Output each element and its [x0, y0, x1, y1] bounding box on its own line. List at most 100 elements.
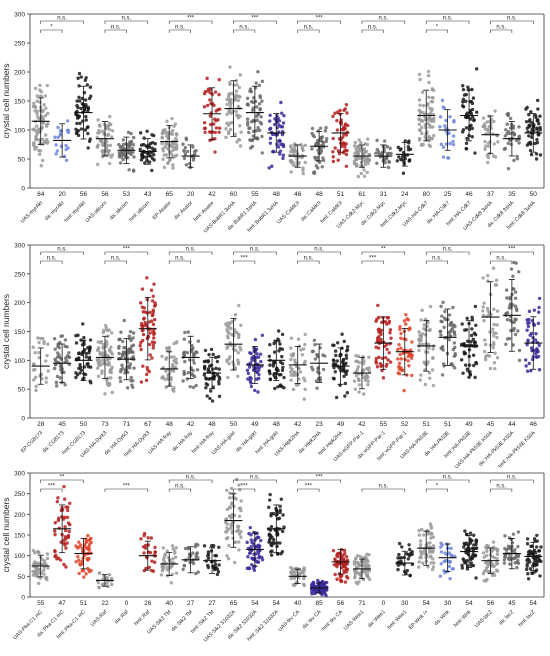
data-point — [164, 134, 169, 138]
data-point — [182, 354, 187, 358]
data-point — [245, 96, 250, 101]
significance-label: n.s. — [175, 256, 185, 262]
data-point — [268, 119, 272, 123]
data-point — [475, 110, 479, 114]
data-point — [504, 128, 508, 132]
data-point — [31, 569, 35, 574]
data-point — [342, 374, 346, 379]
data-point — [108, 143, 113, 148]
data-point — [323, 354, 327, 358]
data-point — [65, 541, 69, 545]
data-point — [331, 114, 335, 119]
data-point — [408, 573, 412, 578]
data-point — [508, 126, 513, 130]
data-point — [55, 499, 59, 504]
data-point — [365, 366, 369, 371]
data-point — [107, 148, 112, 153]
data-point — [182, 149, 186, 153]
significance-bracket — [168, 20, 213, 24]
data-point — [420, 342, 425, 346]
data-point — [151, 343, 156, 347]
data-point — [496, 140, 500, 144]
category-label: EP-CG8173 — [20, 430, 44, 454]
data-point — [470, 315, 474, 320]
data-point — [191, 158, 196, 162]
data-point — [254, 377, 259, 381]
significance-bracket — [40, 260, 63, 264]
data-point — [225, 488, 229, 493]
data-point — [492, 361, 497, 365]
data-point — [224, 530, 228, 534]
data-point — [205, 76, 209, 81]
significance-bracket — [168, 251, 213, 255]
data-point — [482, 579, 486, 583]
data-point — [397, 342, 401, 347]
data-point — [235, 140, 239, 144]
data-point — [340, 574, 344, 578]
y-tick-label: 250 — [14, 271, 25, 278]
data-point — [96, 580, 101, 585]
category-label: da::alicorn — [109, 200, 130, 221]
data-point — [161, 375, 165, 379]
data-point — [142, 136, 146, 140]
data-point — [342, 125, 346, 130]
data-point — [45, 577, 49, 582]
data-point — [89, 540, 93, 545]
data-point — [65, 128, 70, 133]
data-point — [131, 135, 136, 140]
n-label: 0 — [125, 600, 129, 607]
data-point — [37, 340, 41, 345]
data-point — [343, 145, 347, 149]
data-point — [45, 83, 49, 88]
data-point — [357, 383, 362, 387]
data-point — [138, 131, 143, 135]
data-point — [517, 348, 522, 353]
data-point — [80, 559, 84, 563]
category-label: UAS-tkv CA — [277, 609, 301, 633]
data-point — [418, 103, 422, 107]
data-point — [533, 338, 538, 342]
data-point — [74, 544, 78, 548]
y-tick-label: 150 — [14, 99, 25, 106]
data-point — [539, 545, 543, 549]
data-point — [45, 556, 50, 561]
n-label: 48 — [208, 421, 216, 428]
data-point — [84, 114, 88, 119]
data-point — [507, 306, 512, 310]
data-point — [303, 332, 307, 337]
data-point — [323, 129, 328, 133]
data-point — [502, 558, 507, 562]
data-point — [461, 130, 465, 134]
data-point — [269, 512, 273, 516]
data-point — [470, 126, 475, 131]
data-point — [533, 539, 537, 543]
data-point — [226, 329, 230, 334]
data-point — [256, 126, 260, 130]
data-point — [289, 144, 293, 148]
data-point — [54, 152, 58, 156]
data-point — [387, 160, 391, 164]
significance-label: *** — [508, 247, 516, 253]
data-point — [165, 119, 169, 123]
data-point — [224, 127, 228, 131]
data-point — [511, 328, 516, 333]
data-point — [276, 329, 281, 333]
data-point — [407, 543, 411, 547]
data-point — [117, 155, 122, 159]
data-point — [443, 124, 447, 128]
data-point — [191, 358, 195, 362]
data-point — [365, 170, 369, 175]
data-point — [525, 542, 530, 546]
data-point — [101, 577, 105, 581]
data-point — [354, 156, 358, 160]
data-point — [322, 589, 327, 593]
data-point — [429, 136, 434, 141]
data-point — [483, 127, 488, 131]
data-point — [363, 162, 368, 167]
data-point — [208, 377, 213, 381]
data-point — [353, 576, 357, 580]
data-point — [482, 349, 487, 354]
significance-label: *** — [241, 256, 249, 262]
data-point — [86, 146, 90, 150]
data-point — [225, 359, 229, 364]
